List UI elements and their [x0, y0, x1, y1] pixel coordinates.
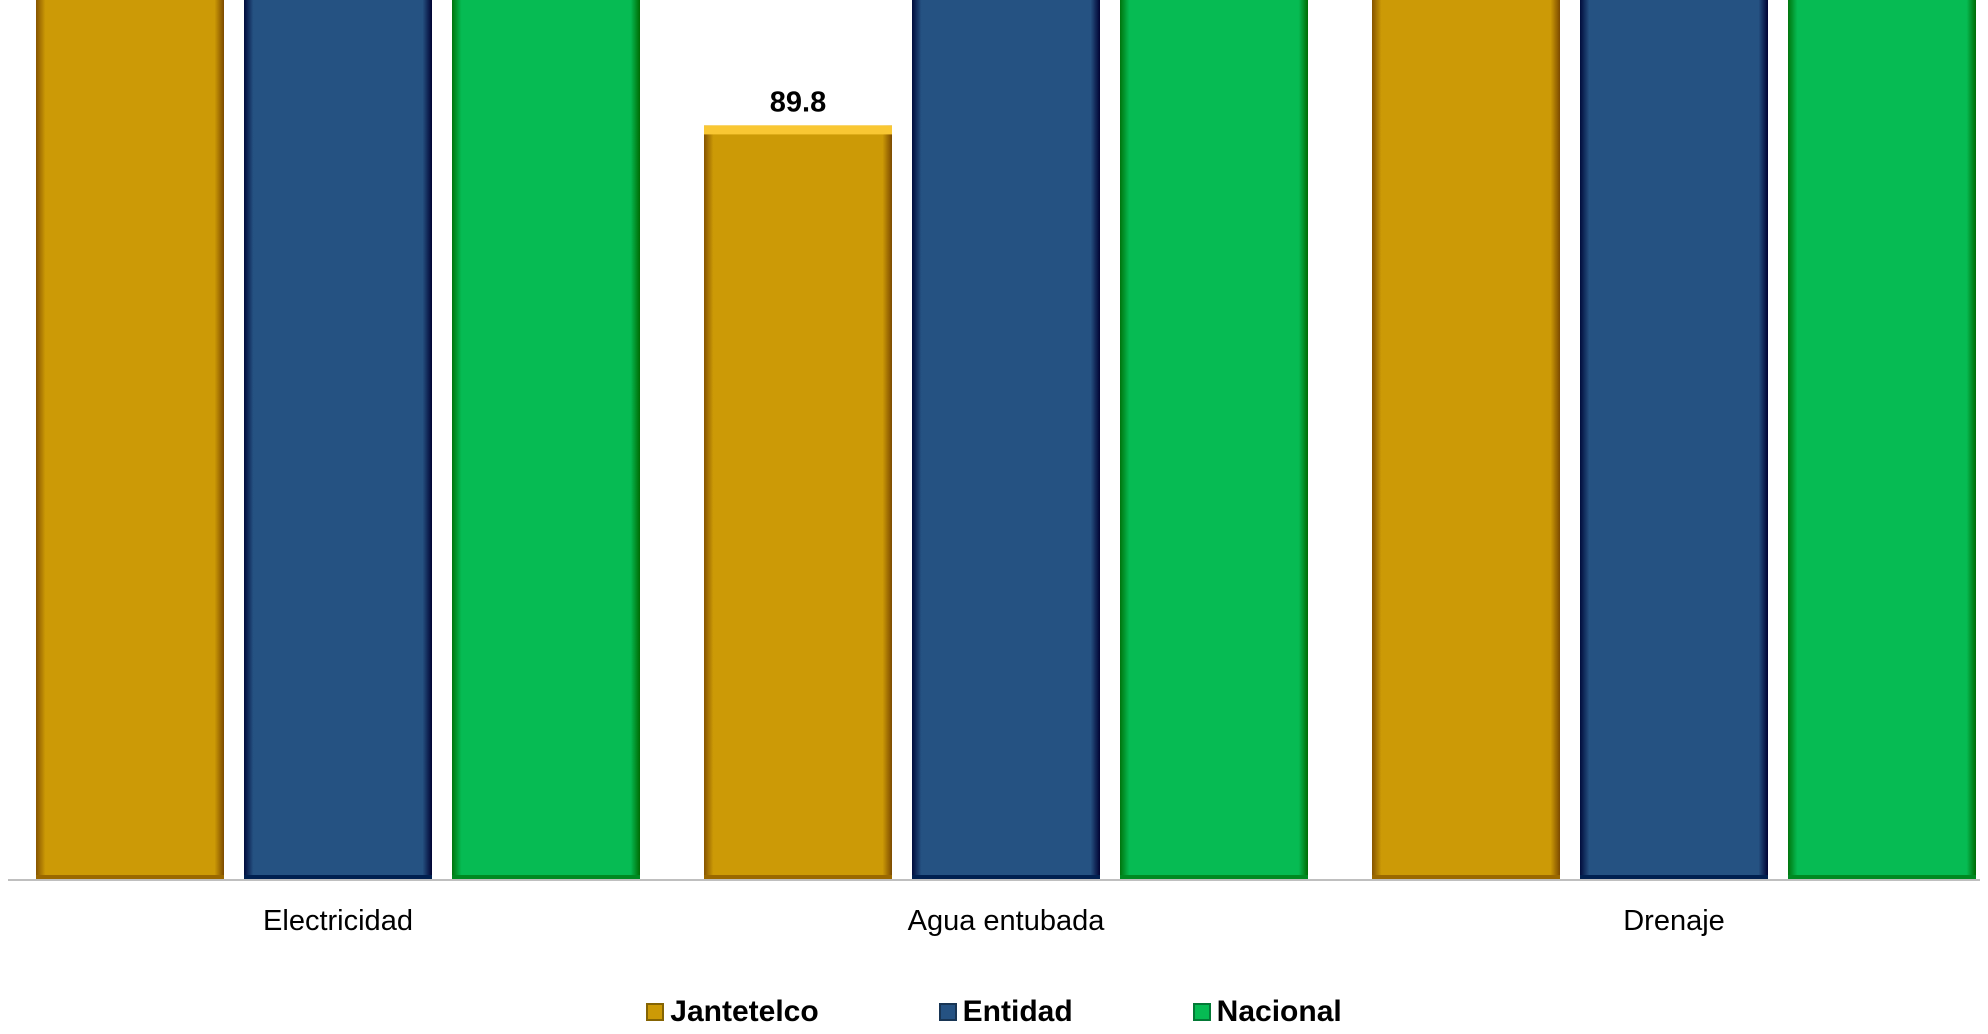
legend-swatch-jantetelco — [646, 1003, 665, 1021]
bar-bottom-bevel-nacional-drenaje — [1788, 875, 1976, 880]
bar-jantetelco-drenaje — [1372, 0, 1560, 881]
bar-entidad-electricidad — [244, 0, 432, 880]
bar-entidad-agua-entubada — [912, 0, 1100, 881]
legend-label-nacional: Nacional — [1216, 995, 1342, 1028]
bar-bottom-bevel-jantetelco-agua-entubada — [704, 875, 892, 880]
bar-bottom-bevel-jantetelco-electricidad — [36, 875, 224, 880]
legend-item-entidad: Entidad — [938, 995, 1073, 1029]
legend: Jantetelco Entidad Nacional — [0, 995, 1988, 1029]
legend-label-entidad: Entidad — [962, 995, 1073, 1028]
bar-top-bevel-jantetelco-agua-entubada — [704, 125, 892, 135]
bar-bottom-bevel-nacional-electricidad — [452, 875, 640, 880]
category-label-electricidad: Electricidad — [263, 905, 413, 937]
legend-item-jantetelco: Jantetelco — [646, 995, 819, 1029]
legend-item-nacional: Nacional — [1192, 995, 1342, 1029]
bar-bottom-bevel-entidad-agua-entubada — [912, 875, 1100, 880]
bar-jantetelco-electricidad — [36, 0, 224, 881]
bar-bottom-bevel-entidad-electricidad — [244, 875, 432, 880]
bar-bottom-bevel-jantetelco-drenaje — [1372, 875, 1560, 880]
bar-nacional-drenaje — [1788, 0, 1976, 880]
category-label-agua-entubada: Agua entubada — [908, 905, 1106, 937]
category-label-drenaje: Drenaje — [1623, 905, 1725, 937]
legend-label-jantetelco: Jantetelco — [670, 995, 819, 1028]
bar-nacional-agua-entubada — [1120, 0, 1308, 880]
legend-swatch-nacional — [1192, 1003, 1211, 1021]
bar-jantetelco-agua-entubada — [704, 125, 892, 880]
bar-bottom-bevel-entidad-drenaje — [1580, 875, 1768, 880]
bar-bottom-bevel-nacional-agua-entubada — [1120, 875, 1308, 880]
bar-entidad-drenaje — [1580, 0, 1768, 880]
legend-swatch-entidad — [938, 1003, 957, 1021]
bar-nacional-electricidad — [452, 0, 640, 880]
data-label-jantetelco-agua-entubada: 89.8 — [770, 86, 826, 118]
